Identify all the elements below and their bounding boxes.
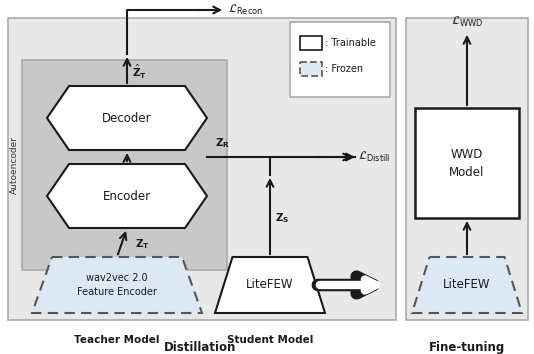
- Bar: [415, 108, 519, 218]
- Text: $\mathcal{L}_{\mathrm{Recon}}$: $\mathcal{L}_{\mathrm{Recon}}$: [228, 3, 263, 17]
- Text: Teacher Model: Teacher Model: [74, 335, 160, 345]
- Bar: [22, 60, 227, 270]
- Text: LiteFEW: LiteFEW: [443, 279, 491, 291]
- Text: Autoencoder: Autoencoder: [10, 136, 19, 194]
- Polygon shape: [47, 86, 207, 150]
- Text: Decoder: Decoder: [102, 112, 152, 125]
- Text: $\hat{\mathbf{Z}}_{\mathbf{T}}$: $\hat{\mathbf{Z}}_{\mathbf{T}}$: [132, 63, 147, 81]
- Bar: [406, 18, 528, 320]
- Text: $\mathcal{L}_{\mathrm{WWD}}$: $\mathcal{L}_{\mathrm{WWD}}$: [451, 15, 483, 29]
- Bar: [300, 62, 322, 76]
- Text: LiteFEW: LiteFEW: [246, 279, 294, 291]
- Polygon shape: [215, 257, 325, 313]
- Text: Distillation: Distillation: [164, 341, 236, 354]
- Text: Encoder: Encoder: [103, 189, 151, 202]
- Text: Student Model: Student Model: [227, 335, 313, 345]
- Text: $\mathcal{L}_{\mathrm{Distill}}$: $\mathcal{L}_{\mathrm{Distill}}$: [358, 150, 390, 164]
- Bar: [290, 22, 390, 97]
- Polygon shape: [32, 257, 202, 313]
- Polygon shape: [47, 164, 207, 228]
- Bar: [8, 18, 396, 320]
- Bar: [300, 36, 322, 50]
- Text: Fine-tuning: Fine-tuning: [429, 341, 505, 354]
- Polygon shape: [412, 257, 522, 313]
- Text: : Trainable: : Trainable: [325, 38, 376, 48]
- Text: WWD
Model: WWD Model: [449, 148, 485, 178]
- Text: : Frozen: : Frozen: [325, 64, 363, 74]
- Text: wav2vec 2.0
Feature Encoder: wav2vec 2.0 Feature Encoder: [77, 273, 157, 297]
- Text: $\mathbf{Z}_{\mathbf{R}}$: $\mathbf{Z}_{\mathbf{R}}$: [215, 136, 230, 150]
- Text: $\mathbf{Z}_{\mathbf{S}}$: $\mathbf{Z}_{\mathbf{S}}$: [275, 211, 289, 225]
- Text: $\mathbf{Z}_{\mathbf{T}}$: $\mathbf{Z}_{\mathbf{T}}$: [135, 237, 150, 251]
